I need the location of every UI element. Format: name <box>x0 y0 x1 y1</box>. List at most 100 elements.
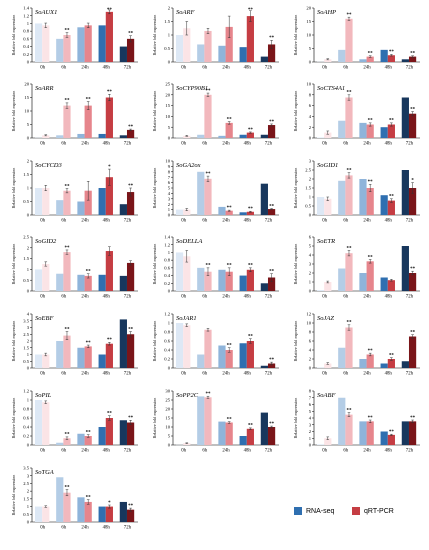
x-tick-label: 6h <box>343 295 348 300</box>
x-tick-label: 6h <box>61 142 66 147</box>
chart-panel-sogid2: Relative fold expression 0 0.5 1 1.5 2 2.5 SoGI… <box>11 235 138 300</box>
bar-qrtpcr-72h <box>408 421 417 445</box>
x-tick-label: 48h <box>385 449 393 454</box>
bar-rnaseq-72h <box>119 501 127 522</box>
y-tick-label: 4 <box>309 348 312 353</box>
chart-panel-sojar1: Relative fold expression 0 0.2 0.4 0.6 0.8 1 1.… <box>152 312 279 377</box>
significance-marker: ** <box>248 207 254 212</box>
chart-panel-soetr: Relative fold expression 0 1 2 3 4 5 6 SoETR 0h **… <box>293 235 420 300</box>
bar-rnaseq-6h <box>338 120 346 138</box>
bar-rnaseq-24h <box>359 179 367 215</box>
x-tick-label: 0h <box>322 372 327 377</box>
bar-rnaseq-0h <box>316 197 325 215</box>
bar-qrtpcr-6h <box>63 252 71 291</box>
bar-rnaseq-72h <box>401 97 409 138</box>
y-tick-label: 2 <box>27 339 30 344</box>
bar-qrtpcr-48h <box>387 359 395 368</box>
significance-marker: ** <box>64 433 70 438</box>
y-tick-label: 0.5 <box>23 278 29 283</box>
legend-label-rnaseq: RNA-seq <box>306 507 335 515</box>
significance-marker: ** <box>86 341 92 346</box>
x-tick-label: 0h <box>40 449 45 454</box>
x-tick-label: 6h <box>202 142 207 147</box>
bar-qrtpcr-6h <box>63 492 71 522</box>
bar-rnaseq-24h <box>77 133 85 138</box>
bar-rnaseq-48h <box>380 363 388 368</box>
x-tick-label: 48h <box>244 449 252 454</box>
y-tick-label: 20 <box>165 407 170 412</box>
bar-qrtpcr-0h <box>324 198 332 215</box>
x-tick-label: 0h <box>322 142 327 147</box>
x-tick-label: 72h <box>124 142 132 147</box>
y-tick-label: 6 <box>309 235 312 240</box>
y-axis-label: Relative fold expression <box>293 14 298 56</box>
x-tick-label: 24h <box>81 142 89 147</box>
y-tick-label: 0 <box>168 443 171 448</box>
y-tick-label: 10 <box>306 82 311 87</box>
y-tick-label: 1.4 <box>164 235 170 240</box>
y-tick-label: 8 <box>309 92 312 97</box>
bar-rnaseq-48h <box>380 277 388 291</box>
chart-panel-socycd3: Relative fold expression 0 0.5 1 1.5 2 SoCYCD3… <box>11 159 138 224</box>
y-tick-label: 0 <box>27 60 30 65</box>
bar-rnaseq-24h <box>77 27 85 63</box>
y-tick-label: 0 <box>168 136 171 141</box>
bar-rnaseq-0h <box>316 137 325 138</box>
x-tick-label: 0h <box>181 66 186 71</box>
x-tick-label: 6h <box>61 449 66 454</box>
x-tick-label: 6h <box>61 295 66 300</box>
bar-qrtpcr-72h <box>408 56 417 62</box>
y-tick-label: 0 <box>27 213 30 218</box>
x-tick-label: 0h <box>181 295 186 300</box>
x-tick-label: 6h <box>343 219 348 224</box>
bar-rnaseq-48h <box>380 431 388 445</box>
y-tick-label: 0 <box>27 443 30 448</box>
y-tick-label: 6 <box>309 402 312 407</box>
x-tick-label: 24h <box>363 219 371 224</box>
y-tick-label: 10 <box>165 159 170 164</box>
gene-name-sodella: SoDELLA <box>176 238 202 245</box>
y-axis-label: Relative fold expression <box>152 167 157 209</box>
bar-qrtpcr-72h <box>126 38 135 62</box>
y-tick-label: 2.5 <box>23 481 29 486</box>
bar-rnaseq-6h <box>197 396 205 445</box>
bar-rnaseq-6h <box>338 49 346 62</box>
significance-marker: * <box>108 165 111 170</box>
x-tick-label: 24h <box>363 142 371 147</box>
y-tick-label: 25 <box>165 398 170 403</box>
significance-marker: ** <box>346 169 352 174</box>
bar-rnaseq-24h <box>77 347 85 368</box>
x-tick-label: 24h <box>81 66 89 71</box>
y-tick-label: 0.2 <box>164 357 170 362</box>
gene-name-soaux1: SoAUX1 <box>35 9 57 16</box>
bar-rnaseq-48h <box>380 127 388 138</box>
significance-marker: ** <box>107 412 113 417</box>
significance-marker: ** <box>128 504 134 509</box>
x-tick-label: 72h <box>406 66 414 71</box>
x-tick-label: 24h <box>222 295 230 300</box>
bar-qrtpcr-48h <box>387 280 395 291</box>
significance-marker: ** <box>64 485 70 490</box>
x-tick-label: 0h <box>322 449 327 454</box>
gene-name-soga2ox: SoGA2ox <box>176 162 201 169</box>
y-tick-label: 1.2 <box>23 13 29 18</box>
y-tick-label: 0 <box>27 366 30 371</box>
significance-marker: ** <box>368 255 374 260</box>
x-tick-label: 0h <box>40 66 45 71</box>
bar-rnaseq-72h <box>401 246 409 291</box>
bar-rnaseq-48h <box>98 274 106 291</box>
y-axis-label: Relative fold expression <box>152 90 157 132</box>
y-tick-label: 8 <box>309 389 312 394</box>
bar-rnaseq-24h <box>359 59 367 62</box>
bar-rnaseq-24h <box>77 274 85 291</box>
y-tick-label: 0.4 <box>164 273 170 278</box>
x-tick-label: 48h <box>244 219 252 224</box>
x-tick-label: 48h <box>103 295 111 300</box>
bar-rnaseq-6h <box>338 268 346 291</box>
bar-qrtpcr-72h <box>267 277 276 291</box>
y-tick-label: 0 <box>309 136 312 141</box>
bar-qrtpcr-24h <box>225 122 233 138</box>
significance-marker: ** <box>64 246 70 251</box>
x-tick-label: 0h <box>40 295 45 300</box>
